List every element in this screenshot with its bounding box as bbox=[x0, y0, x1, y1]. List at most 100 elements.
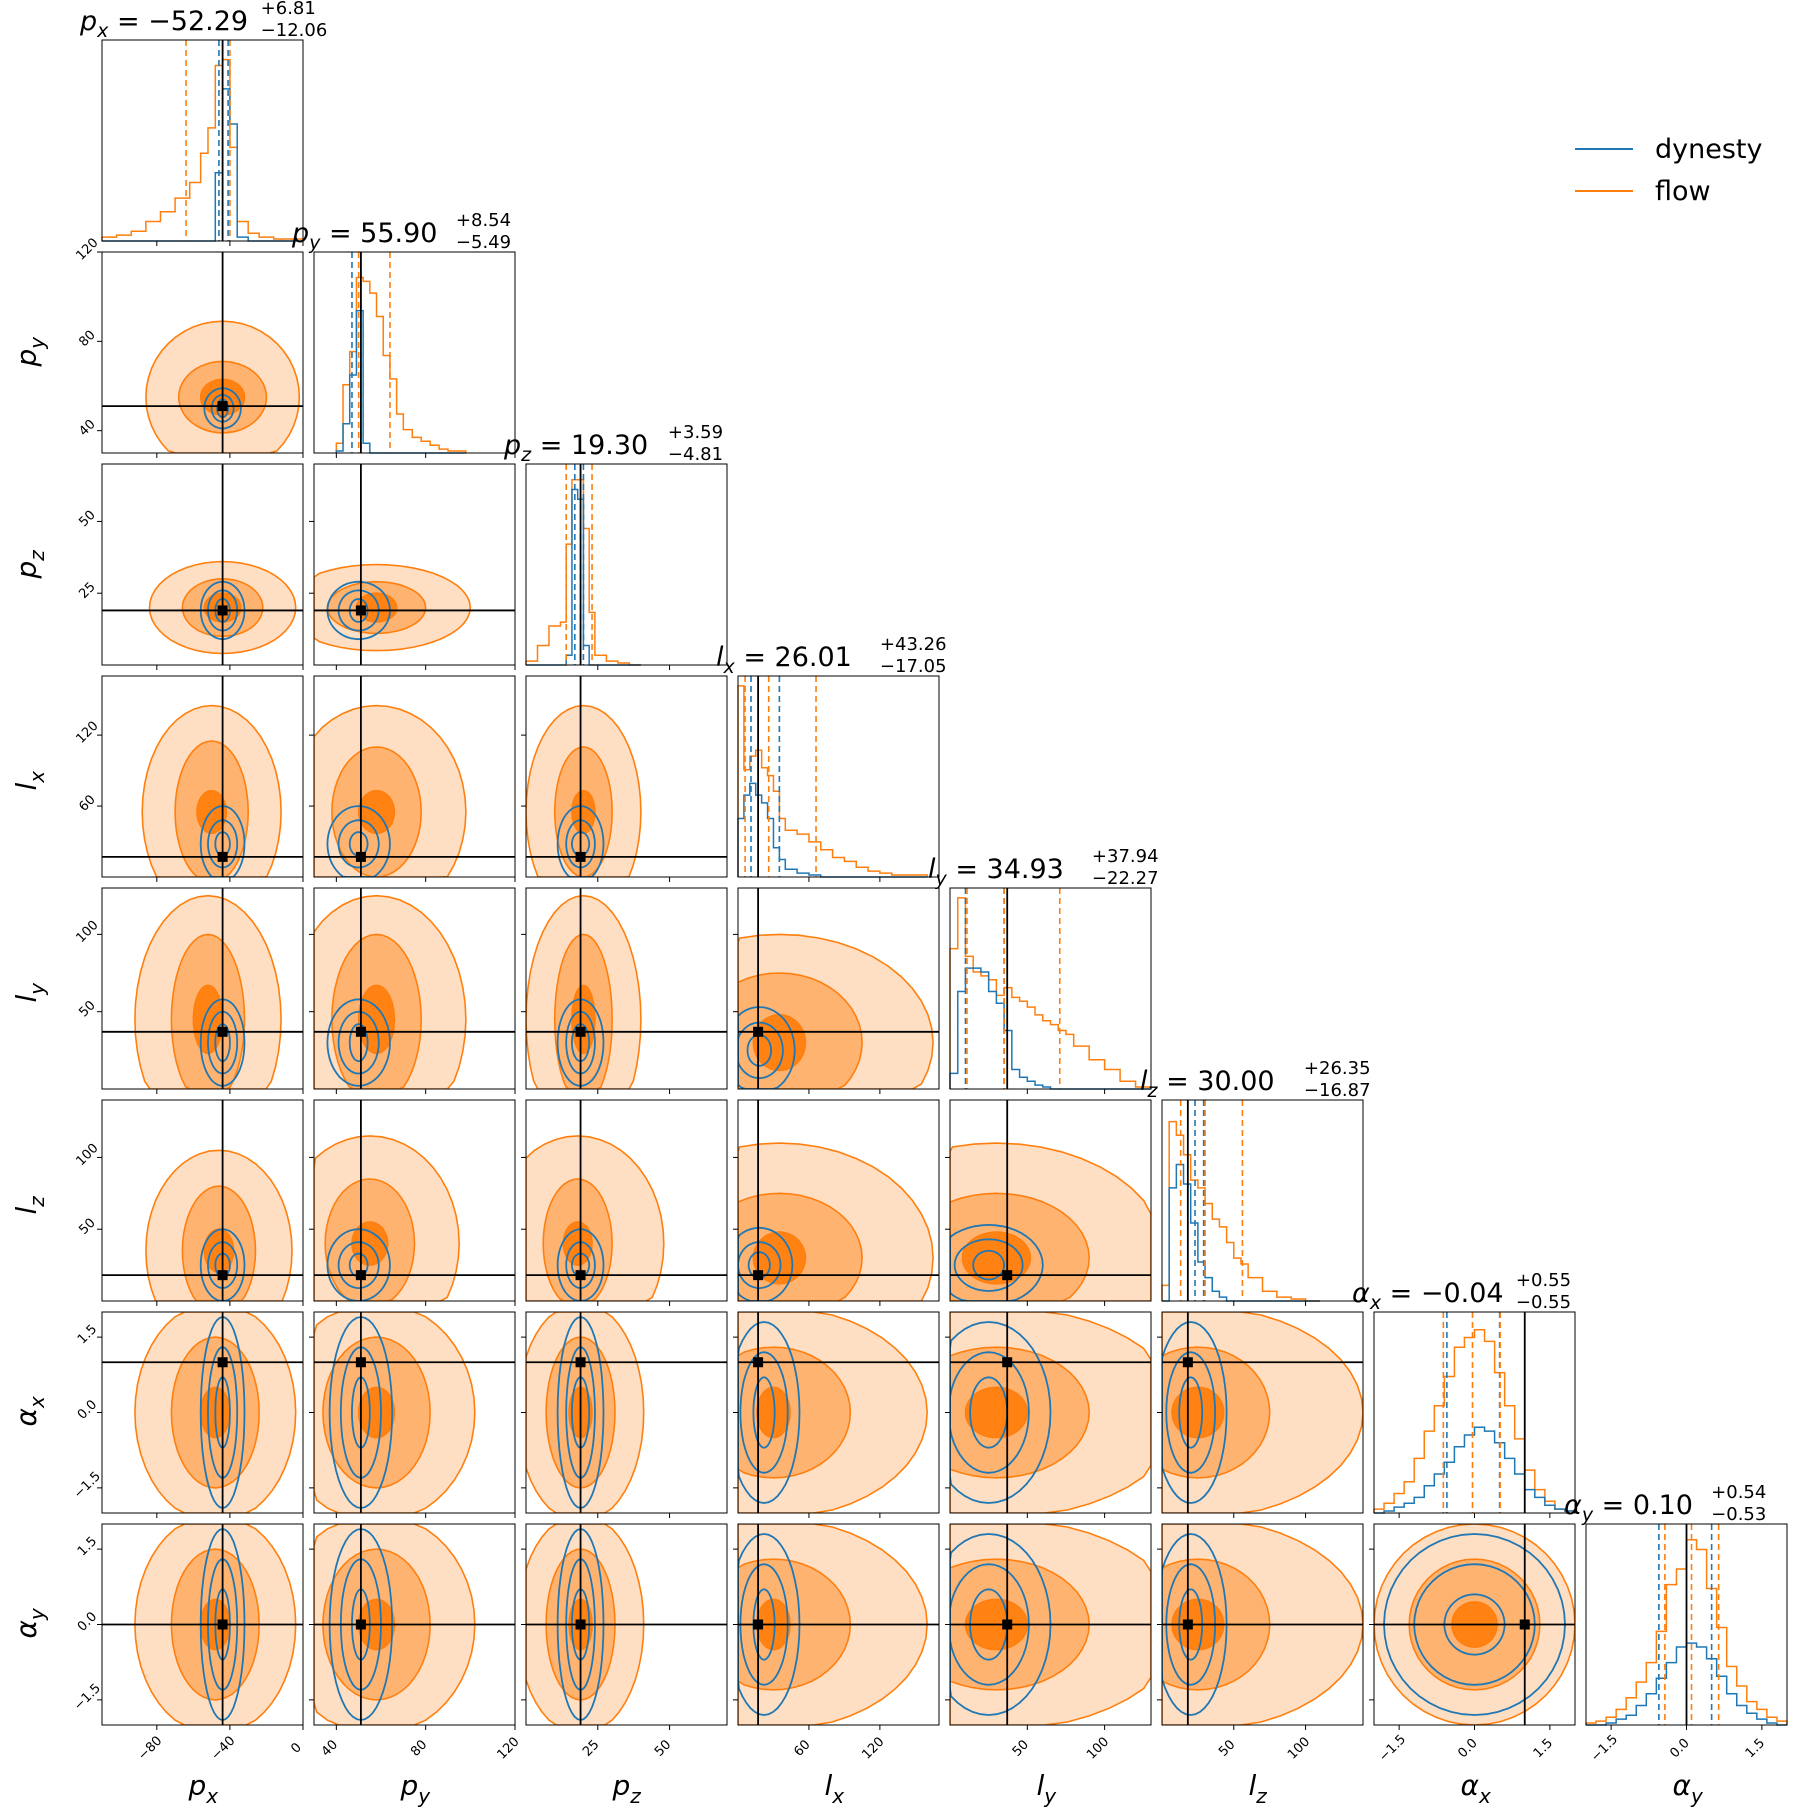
marginal-panel-lz: lz = 30.00 +26.35−16.87 bbox=[1140, 1058, 1371, 1302]
ytick-label-py-2: 120 bbox=[73, 235, 101, 263]
xtick-label-lz-1: 100 bbox=[1285, 1734, 1313, 1762]
dynesty-contour-1-py-lz bbox=[337, 1241, 380, 1290]
legend-label-flow: flow bbox=[1655, 175, 1711, 207]
hist-dynesty-lz bbox=[1162, 1163, 1320, 1302]
dynesty-contour-0-ly-ax bbox=[950, 1321, 1052, 1504]
contour-layers-pz-ly bbox=[526, 894, 642, 1089]
dynesty-contour-1-lx-ly bbox=[738, 1021, 784, 1080]
ytick-label-lz-1: 100 bbox=[73, 1141, 101, 1169]
ylabel-lz: lz bbox=[10, 1196, 49, 1215]
truth-marker-lz-ax bbox=[1182, 1357, 1193, 1368]
title-plus-px: +6.81 bbox=[261, 0, 316, 19]
contour-layers-lx-ly bbox=[738, 933, 934, 1089]
flow-contour-1-lx-ax bbox=[738, 1346, 852, 1479]
dynesty-contour-2-lx-ax bbox=[752, 1376, 776, 1449]
truth-marker-py-lx bbox=[355, 851, 366, 862]
flow-contour-0-py-ly bbox=[314, 894, 467, 1089]
ytick-label-ax-2: 1.5 bbox=[75, 1322, 100, 1347]
panel-frame-pz-lx bbox=[525, 675, 728, 878]
contour-layers-pz-lx bbox=[526, 704, 642, 877]
dynesty-contour-1-px-lx bbox=[207, 819, 239, 869]
dynesty-contour-2-ly-lz bbox=[972, 1249, 1006, 1281]
truth-marker-py-lz bbox=[355, 1270, 366, 1281]
marginal-panel-lx: lx = 26.01 +43.26−17.05 bbox=[716, 634, 947, 878]
contour-layers-py-ly bbox=[314, 894, 467, 1089]
contour-panel-pz-lz bbox=[525, 1099, 728, 1302]
xtick-label-ay-1: 0.0 bbox=[1667, 1736, 1692, 1761]
title-plus-ax: +0.55 bbox=[1516, 1270, 1571, 1291]
dynesty-contour-1-py-ax bbox=[339, 1346, 382, 1479]
marginal-panel-px: px = −52.29 +6.81−12.06 bbox=[79, 0, 328, 242]
truth-marker-px-lx bbox=[217, 851, 228, 862]
marginal-panel-py: py = 55.90 +8.54−5.49 bbox=[291, 210, 516, 454]
dynesty-contour-1-py-ly bbox=[337, 1010, 380, 1075]
marginal-panel-pz: pz = 19.30 +3.59−4.81 bbox=[503, 422, 728, 666]
panel-frame-py bbox=[313, 251, 516, 454]
dynesty-contour-0-lx-lz bbox=[738, 1226, 794, 1301]
dynesty-contour-0-lx-ly bbox=[738, 1006, 796, 1089]
truth-marker-py-ly bbox=[355, 1026, 366, 1037]
panel-frame-px-ly bbox=[101, 887, 304, 1090]
panel-frame-px-pz bbox=[101, 463, 304, 666]
contour-panel-ly-lz bbox=[949, 1099, 1152, 1302]
title-minus-px: −12.06 bbox=[261, 20, 328, 41]
contour-panel-py-ly bbox=[313, 887, 516, 1090]
panel-frame-lx bbox=[737, 675, 940, 878]
truth-marker-ly-lz bbox=[1002, 1270, 1013, 1281]
contour-panel-py-ax bbox=[313, 1311, 516, 1514]
dynesty-contour-1-ly-lz bbox=[953, 1238, 1024, 1292]
truth-marker-pz-lx bbox=[575, 851, 586, 862]
xlabel-lx: lx bbox=[825, 1769, 845, 1808]
truth-marker-ly-ay bbox=[1002, 1619, 1013, 1630]
truth-marker-py-pz bbox=[355, 605, 366, 616]
title-ay: αy = 0.10 bbox=[1564, 1490, 1693, 1526]
flow-contour-2-pz-ly bbox=[571, 984, 596, 1055]
contour-panel-px-ay bbox=[101, 1523, 304, 1726]
flow-contour-2-py-ax bbox=[357, 1386, 396, 1439]
dynesty-contour-0-lx-ay bbox=[738, 1533, 801, 1716]
flow-contour-0-py-lx bbox=[314, 704, 467, 877]
title-lz: lz = 30.00 bbox=[1140, 1066, 1275, 1102]
contour-panel-pz-ly bbox=[525, 887, 728, 1090]
truth-marker-pz-ax bbox=[575, 1357, 586, 1368]
truth-marker-px-ly bbox=[217, 1026, 228, 1037]
truth-marker-py-ay bbox=[355, 1619, 366, 1630]
contour-layers-py-pz bbox=[314, 563, 472, 652]
dynesty-contour-0-px-lz bbox=[199, 1228, 246, 1301]
dynesty-contour-0-pz-ly bbox=[556, 998, 605, 1087]
ytick-label-py-0: 40 bbox=[76, 417, 98, 439]
contour-panel-px-py bbox=[101, 251, 304, 454]
dynesty-contour-0-pz-ax bbox=[556, 1316, 605, 1509]
hist-flow-lx bbox=[737, 685, 928, 877]
xtick-label-lx-0: 60 bbox=[791, 1737, 813, 1759]
title-pz: pz = 19.30 bbox=[503, 430, 648, 466]
dynesty-contour-2-px-ly bbox=[214, 1023, 231, 1063]
flow-contour-2-ly-lz bbox=[961, 1231, 1032, 1285]
flow-contour-2-pz-lx bbox=[571, 789, 596, 835]
panel-frame-pz-lz bbox=[525, 1099, 728, 1302]
title-plus-lz: +26.35 bbox=[1304, 1058, 1371, 1079]
dynesty-contour-1-px-ax bbox=[207, 1346, 239, 1479]
dynesty-contour-0-lz-ax bbox=[1162, 1321, 1228, 1504]
title-px: px = −52.29 bbox=[79, 6, 248, 42]
dynesty-contour-1-lz-ax bbox=[1165, 1351, 1217, 1474]
title-plus-py: +8.54 bbox=[456, 210, 511, 231]
contour-layers-py-ax bbox=[314, 1312, 476, 1513]
dynesty-contour-0-ly-ay bbox=[950, 1533, 1052, 1716]
contour-panel-py-lz bbox=[313, 1099, 516, 1302]
dynesty-contour-2-lx-ly bbox=[746, 1033, 773, 1067]
contour-panel-ly-ay bbox=[949, 1523, 1152, 1726]
xtick-label-ax-2: 1.5 bbox=[1531, 1736, 1556, 1761]
contour-panel-px-lz bbox=[101, 1099, 304, 1302]
ytick-label-ax-0: −1.5 bbox=[71, 1469, 104, 1502]
dynesty-contour-0-py-ax bbox=[328, 1316, 394, 1509]
panel-frame-px-lz bbox=[101, 1099, 304, 1302]
xtick-label-py-2: 120 bbox=[494, 1734, 522, 1762]
dynesty-contour-0-lz-ay bbox=[1162, 1533, 1228, 1716]
dynesty-contour-1-px-py bbox=[210, 393, 235, 423]
xlabel-lz: lz bbox=[1249, 1769, 1268, 1808]
xlabel-pz: pz bbox=[612, 1769, 642, 1808]
contour-layers-px-ly bbox=[134, 894, 282, 1089]
truth-marker-pz-ly bbox=[575, 1026, 586, 1037]
